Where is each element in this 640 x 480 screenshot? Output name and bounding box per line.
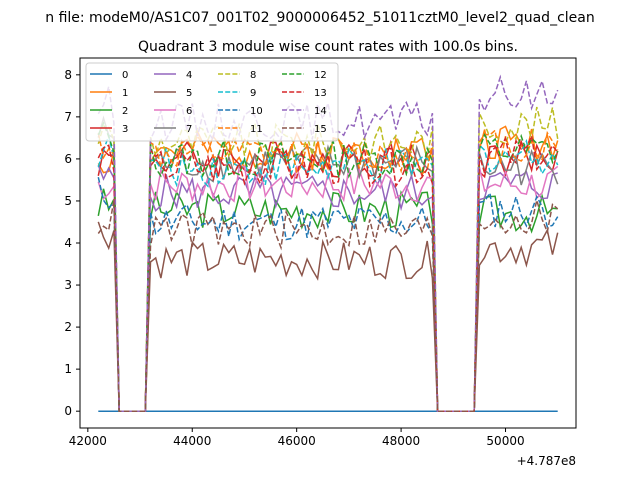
x-tick-label: 44000 bbox=[173, 434, 211, 448]
legend-box bbox=[85, 62, 339, 142]
y-tick-label: 0 bbox=[64, 404, 72, 418]
y-tick-label: 3 bbox=[64, 278, 72, 292]
x-tick-label: 46000 bbox=[278, 434, 316, 448]
series-line-4 bbox=[97, 164, 558, 412]
legend-label-12: 12 bbox=[314, 70, 327, 81]
legend-label-2: 2 bbox=[122, 106, 128, 117]
legend-label-1: 1 bbox=[122, 88, 128, 99]
series-line-9 bbox=[97, 133, 559, 412]
series-line-13 bbox=[97, 133, 559, 412]
chart-title: Quadrant 3 module wise count rates with … bbox=[138, 39, 518, 55]
legend-label-8: 8 bbox=[250, 70, 256, 81]
y-tick-label: 6 bbox=[64, 152, 72, 166]
legend-label-5: 5 bbox=[186, 88, 192, 99]
y-tick-label: 8 bbox=[64, 68, 72, 82]
y-tick-label: 1 bbox=[64, 362, 72, 376]
series-line-2 bbox=[97, 188, 558, 412]
legend-label-0: 0 bbox=[122, 70, 128, 81]
x-tick-label: 42000 bbox=[69, 434, 107, 448]
plot-lines bbox=[97, 74, 559, 412]
x-tick-label: 48000 bbox=[382, 434, 420, 448]
x-offset-label: +4.787e8 bbox=[517, 454, 576, 468]
legend-label-11: 11 bbox=[250, 124, 263, 135]
legend-label-9: 9 bbox=[250, 88, 256, 99]
series-line-10 bbox=[97, 177, 559, 412]
legend-label-15: 15 bbox=[314, 124, 327, 135]
y-tick-label: 4 bbox=[64, 236, 72, 250]
series-line-6 bbox=[97, 165, 559, 412]
y-axis: 0 1 2 3 4 5 6 7 8 bbox=[64, 68, 80, 418]
x-tick-label: 50000 bbox=[486, 434, 524, 448]
legend-label-4: 4 bbox=[186, 70, 192, 81]
legend-label-7: 7 bbox=[186, 124, 192, 135]
y-tick-label: 5 bbox=[64, 194, 72, 208]
x-axis: 42000 44000 46000 48000 50000 bbox=[69, 428, 525, 448]
series-line-5 bbox=[97, 221, 559, 412]
legend-label-3: 3 bbox=[122, 124, 128, 135]
legend-label-14: 14 bbox=[314, 106, 327, 117]
series-line-15 bbox=[97, 199, 559, 412]
legend-label-6: 6 bbox=[186, 106, 192, 117]
y-tick-label: 2 bbox=[64, 320, 72, 334]
y-tick-label: 7 bbox=[64, 110, 72, 124]
legend-label-10: 10 bbox=[250, 106, 263, 117]
series-line-7 bbox=[97, 115, 559, 412]
chart-suptitle: n file: modeM0/AS1C07_001T02_9000006452_… bbox=[45, 10, 594, 26]
legend-label-13: 13 bbox=[314, 88, 327, 99]
